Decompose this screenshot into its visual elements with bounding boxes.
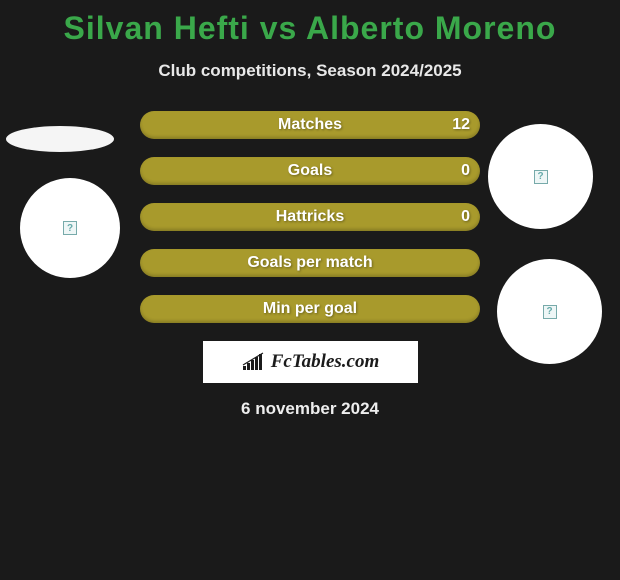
player-avatar-right-bot: ? [497, 259, 602, 364]
bars-icon [241, 352, 267, 372]
stat-label: Hattricks [276, 208, 344, 226]
brand-badge: FcTables.com [203, 341, 418, 383]
stat-row-matches: Matches 12 [140, 111, 480, 139]
placeholder-icon: ? [543, 305, 557, 319]
stat-value: 0 [461, 208, 470, 226]
stat-row-min-per-goal: Min per goal [140, 295, 480, 323]
brand-text: FcTables.com [271, 351, 380, 373]
stat-label: Goals [288, 162, 332, 180]
stat-row-hattricks: Hattricks 0 [140, 203, 480, 231]
stat-row-goals-per-match: Goals per match [140, 249, 480, 277]
placeholder-icon: ? [63, 221, 77, 235]
stat-value: 0 [461, 162, 470, 180]
stat-label: Matches [278, 116, 342, 134]
page-title: Silvan Hefti vs Alberto Moreno [0, 0, 620, 47]
stat-label: Goals per match [247, 254, 372, 272]
subtitle: Club competitions, Season 2024/2025 [0, 61, 620, 81]
player-avatar-left: ? [20, 178, 120, 278]
stat-value: 12 [452, 116, 470, 134]
placeholder-icon: ? [534, 170, 548, 184]
date-line: 6 november 2024 [0, 399, 620, 419]
stat-label: Min per goal [263, 300, 357, 318]
stat-row-goals: Goals 0 [140, 157, 480, 185]
player-avatar-right-top: ? [488, 124, 593, 229]
